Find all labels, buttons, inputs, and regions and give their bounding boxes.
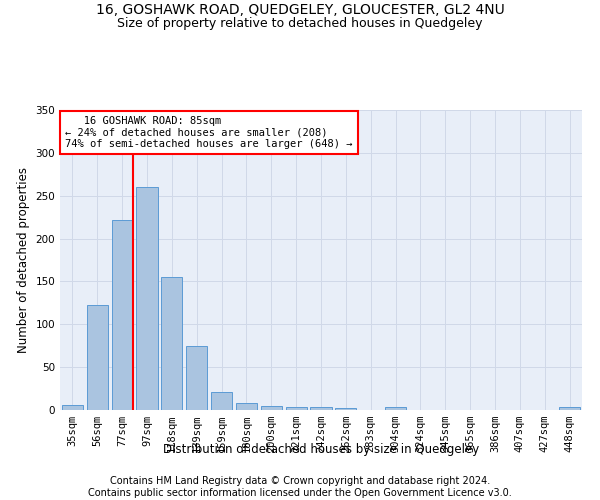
Bar [161, 277, 182, 410]
Bar [112, 220, 133, 410]
Bar [286, 406, 307, 410]
Text: Distribution of detached houses by size in Quedgeley: Distribution of detached houses by size … [163, 442, 479, 456]
Text: Size of property relative to detached houses in Quedgeley: Size of property relative to detached ho… [117, 18, 483, 30]
Bar [559, 408, 580, 410]
Text: 16 GOSHAWK ROAD: 85sqm
← 24% of detached houses are smaller (208)
74% of semi-de: 16 GOSHAWK ROAD: 85sqm ← 24% of detached… [65, 116, 353, 149]
Bar [136, 187, 158, 410]
Bar [385, 408, 406, 410]
Bar [87, 306, 108, 410]
Text: 16, GOSHAWK ROAD, QUEDGELEY, GLOUCESTER, GL2 4NU: 16, GOSHAWK ROAD, QUEDGELEY, GLOUCESTER,… [95, 2, 505, 16]
Bar [261, 406, 282, 410]
Y-axis label: Number of detached properties: Number of detached properties [17, 167, 30, 353]
Bar [62, 405, 83, 410]
Bar [335, 408, 356, 410]
Bar [236, 403, 257, 410]
Bar [310, 408, 332, 410]
Bar [186, 346, 207, 410]
Bar [211, 392, 232, 410]
Text: Contains HM Land Registry data © Crown copyright and database right 2024.
Contai: Contains HM Land Registry data © Crown c… [88, 476, 512, 498]
